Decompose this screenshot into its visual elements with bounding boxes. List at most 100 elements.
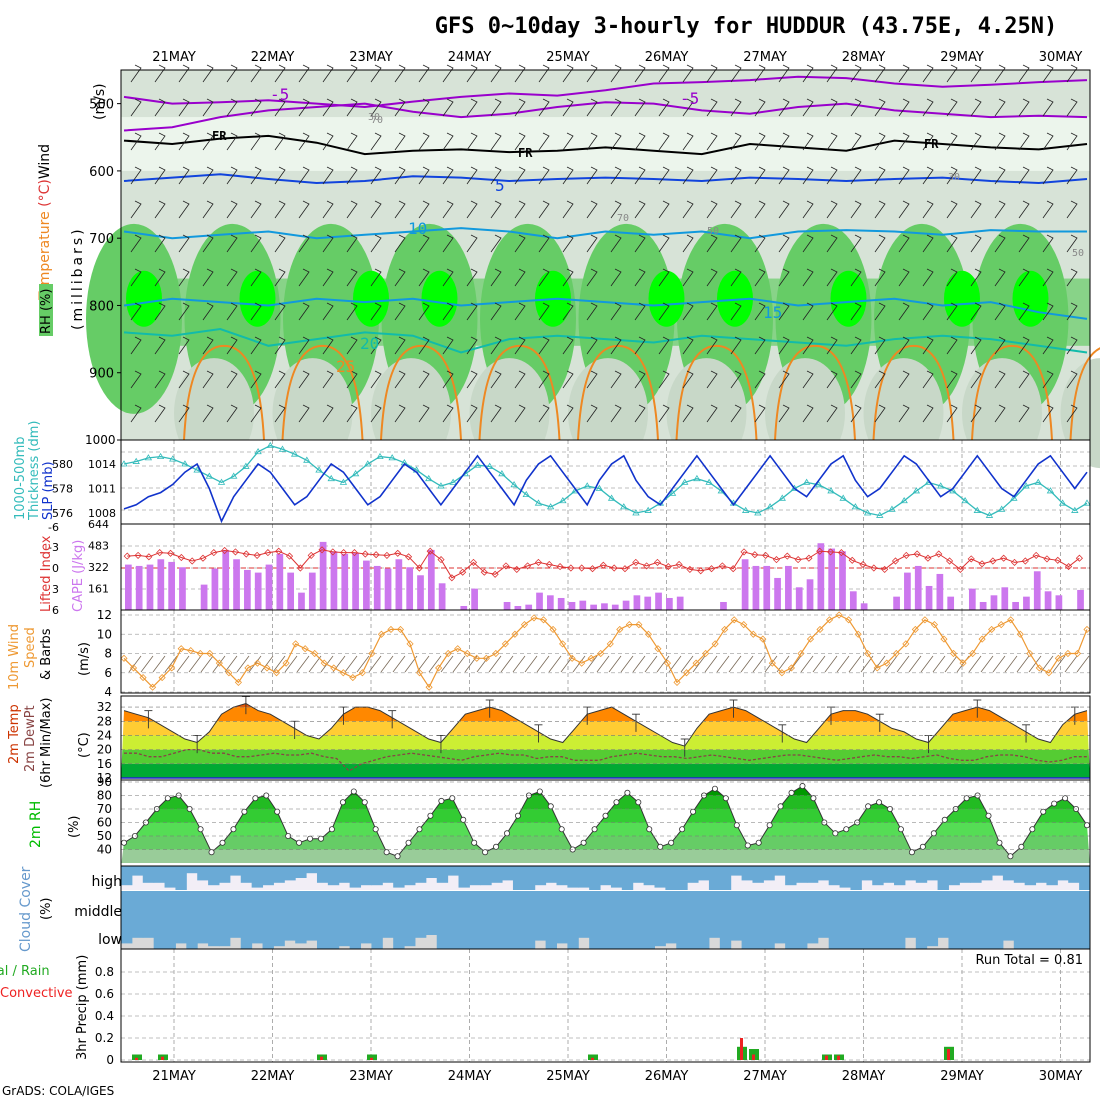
cloud-high-bar: [338, 866, 351, 883]
wind-speed-point: [282, 659, 290, 667]
rh-point: [591, 826, 598, 833]
cape-bar: [363, 560, 370, 610]
cloud-low-bar: [915, 921, 928, 949]
cloud-low-bar: [730, 921, 743, 941]
lifted-index-point: [556, 563, 564, 571]
wind-barb: [1042, 404, 1054, 423]
cloud-low-bar: [404, 921, 416, 947]
wind-barb: [658, 132, 670, 151]
cape-bar: [352, 552, 359, 610]
wind-barb: [634, 370, 646, 389]
cape-bar: [168, 561, 175, 610]
temp-band: [121, 763, 1090, 778]
wind-barb: [658, 404, 670, 423]
wind-barb: [418, 64, 430, 83]
wind-barb: [490, 98, 502, 117]
wind-barb: [442, 302, 454, 321]
precip-ytick-label: 0.4: [95, 1009, 114, 1023]
wind-barb-10m: [680, 655, 694, 673]
wind-barb: [226, 166, 238, 185]
wind-barb: [898, 302, 910, 321]
wind-barb: [298, 336, 310, 355]
lifted-index-point: [1054, 556, 1062, 564]
wind-barb: [322, 370, 334, 389]
wind-barb: [514, 302, 526, 321]
wind-barb: [586, 98, 598, 117]
lifted-index-point: [751, 551, 759, 559]
contour-label: 50: [1072, 248, 1084, 259]
wind-barb: [466, 234, 478, 253]
wind-barb: [394, 64, 406, 83]
cloud-low-bar: [1035, 921, 1047, 949]
top-day-label: 27MAY: [743, 50, 787, 65]
rh-ytick-label: 80: [97, 789, 112, 803]
wind-barb: [1018, 336, 1030, 355]
wind-barb: [418, 336, 430, 355]
wind-barb: [130, 98, 142, 117]
lifted-index-point: [913, 550, 921, 558]
rh-point: [252, 795, 259, 802]
thickness-point: [900, 496, 908, 504]
wind-barb: [466, 370, 478, 389]
wind-barb: [274, 132, 286, 151]
rh-point: [416, 826, 423, 833]
cloud-low-bar: [665, 921, 677, 944]
isotherm-line: [123, 227, 1087, 240]
rh-point: [777, 803, 784, 810]
wind-barb: [946, 404, 958, 423]
wind-barb-10m: [428, 655, 442, 673]
wind-speed-point: [463, 649, 471, 658]
cape-bar: [785, 565, 792, 610]
rh-point: [1062, 795, 1069, 802]
thickness-point: [534, 499, 543, 506]
wind-barb-10m: [344, 655, 358, 673]
cloud-low-bar: [316, 921, 329, 949]
wind-barb: [202, 302, 214, 321]
wind-speed-point: [511, 630, 519, 638]
lifted-index-point: [697, 567, 705, 575]
cloud-low-bar: [763, 921, 775, 949]
cloud-low-bar: [523, 921, 536, 949]
wind-barb-10m: [812, 655, 826, 673]
wind-speed-point: [339, 669, 347, 677]
cloud-high-bar: [240, 866, 253, 883]
wind-barb: [322, 166, 334, 185]
rh-point: [372, 826, 379, 833]
cloud-high-bar: [872, 866, 884, 886]
cape-bar: [1023, 596, 1030, 610]
rh-point: [679, 826, 686, 833]
wind-barb: [658, 166, 670, 185]
precip-convective-bar: [752, 1054, 755, 1060]
wind-unit-group: (m/s): [77, 642, 92, 676]
rh-band-dark: [648, 270, 685, 327]
wind-barb: [370, 234, 382, 253]
upper-left-text: Temperature (°C)Wind: [37, 144, 53, 301]
wind-barb: [658, 200, 670, 219]
wind-barb: [322, 64, 334, 83]
wind-speed-point: [921, 616, 929, 624]
wind-barb: [202, 336, 214, 355]
wind-barb: [778, 370, 790, 389]
rh-point: [613, 799, 620, 806]
wind-barb: [226, 268, 238, 287]
cloud-low-bar: [175, 921, 187, 944]
wind-speed-point: [215, 659, 223, 667]
wind-barb: [754, 200, 766, 219]
wind-barb: [346, 404, 358, 423]
cloud-low-bar: [567, 921, 579, 949]
cloud-low-bar: [719, 921, 732, 949]
wind-barb: [922, 268, 934, 287]
contour-label: 10: [408, 219, 427, 238]
cloud-high-bar: [959, 866, 971, 883]
lifted-index-point: [318, 546, 326, 554]
wind-barb: [946, 302, 958, 321]
slp-bg: [121, 440, 1090, 524]
wind-barb: [850, 98, 862, 117]
thickness-point: [425, 474, 433, 482]
wind-speed-point: [911, 625, 919, 634]
rh-point: [208, 849, 215, 856]
wind-barb: [178, 234, 190, 253]
lifted-index-point: [264, 549, 272, 557]
rh-point: [635, 799, 642, 806]
wind-barb: [1042, 234, 1054, 253]
